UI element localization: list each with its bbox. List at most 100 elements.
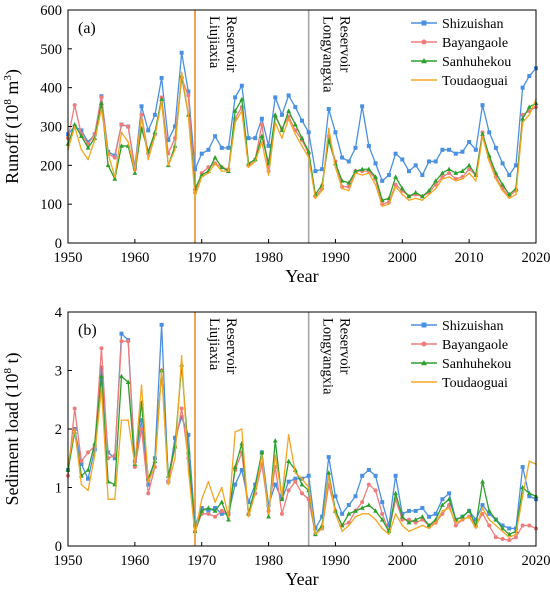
data-point <box>435 188 437 190</box>
data-point <box>427 515 431 519</box>
data-point <box>266 514 271 518</box>
y-tick-label: 200 <box>40 158 62 174</box>
x-tick-label: 1960 <box>120 553 149 569</box>
x-tick-label: 1970 <box>187 553 216 569</box>
data-point <box>395 186 397 188</box>
data-point <box>327 107 331 111</box>
data-point <box>160 323 164 327</box>
legend-label: Sanhuhekou <box>442 357 511 372</box>
data-point <box>288 434 290 436</box>
y-tick-label: 600 <box>40 3 62 19</box>
data-point <box>146 491 150 495</box>
data-point <box>353 146 357 150</box>
reservoir-annotation: Reservoir <box>337 16 353 73</box>
reservoir-annotation: Longyangxia <box>320 16 336 93</box>
data-point <box>241 428 243 430</box>
data-point <box>502 190 504 192</box>
data-point <box>335 166 337 168</box>
data-point <box>361 513 363 515</box>
y-tick-label: 4 <box>55 305 63 321</box>
data-point <box>181 71 183 73</box>
data-point <box>427 159 431 163</box>
data-point <box>447 148 451 152</box>
data-point <box>415 198 417 200</box>
data-point <box>435 522 437 524</box>
data-point <box>254 493 256 495</box>
data-point <box>221 170 223 172</box>
panel-label: (b) <box>78 322 97 339</box>
data-point <box>360 104 364 108</box>
data-point <box>240 84 244 88</box>
x-axis-label: Year <box>285 569 318 589</box>
data-point <box>494 146 498 150</box>
data-point <box>300 491 304 495</box>
data-point <box>154 466 156 468</box>
data-point <box>87 490 89 492</box>
data-point <box>467 140 471 144</box>
data-point <box>434 159 438 163</box>
data-point <box>280 113 284 117</box>
data-point <box>428 528 430 530</box>
data-point <box>188 114 190 116</box>
x-tick-label: 1970 <box>187 250 216 266</box>
data-point <box>393 174 398 178</box>
data-point <box>467 163 472 167</box>
data-point <box>180 51 184 55</box>
data-point <box>167 165 169 167</box>
data-point <box>308 157 310 159</box>
data-point <box>374 488 378 492</box>
x-tick-label: 2010 <box>455 553 484 569</box>
data-point <box>114 498 116 500</box>
data-point <box>375 519 377 521</box>
data-point <box>147 159 149 161</box>
data-point <box>488 519 490 521</box>
data-point <box>529 460 531 462</box>
data-point <box>134 463 136 465</box>
data-point <box>147 481 149 483</box>
data-point <box>487 524 491 528</box>
data-point <box>400 158 404 162</box>
data-point <box>514 535 518 539</box>
data-point <box>340 156 344 160</box>
data-point <box>268 513 270 515</box>
legend-marker <box>422 323 427 328</box>
data-point <box>140 104 144 108</box>
data-point <box>401 194 403 196</box>
data-point <box>228 516 230 518</box>
data-point <box>502 531 504 533</box>
data-point <box>208 481 210 483</box>
data-point <box>388 203 390 205</box>
data-point <box>293 105 297 109</box>
data-point <box>261 141 263 143</box>
data-point <box>515 534 517 536</box>
data-point <box>274 455 276 457</box>
data-point <box>321 190 323 192</box>
data-point <box>320 167 324 171</box>
data-point <box>447 491 451 495</box>
data-point <box>248 166 250 168</box>
data-point <box>221 487 223 489</box>
x-tick-label: 1980 <box>254 250 283 266</box>
data-point <box>287 480 291 484</box>
legend-marker <box>422 21 427 26</box>
data-point <box>487 130 491 134</box>
data-point <box>247 136 251 140</box>
y-tick-label: 2 <box>55 422 62 438</box>
data-point <box>99 346 103 350</box>
data-point <box>480 479 485 483</box>
data-point <box>514 163 518 167</box>
data-point <box>380 512 384 516</box>
data-point <box>226 146 230 150</box>
data-point <box>268 174 270 176</box>
data-point <box>313 169 317 173</box>
data-point <box>281 137 283 139</box>
data-point <box>213 134 217 138</box>
data-point <box>180 407 184 411</box>
x-tick-label: 2020 <box>522 553 550 569</box>
data-point <box>228 170 230 172</box>
data-point <box>287 93 291 97</box>
data-point <box>206 512 210 516</box>
data-point <box>475 180 477 182</box>
data-point <box>508 198 510 200</box>
data-point <box>194 534 196 536</box>
